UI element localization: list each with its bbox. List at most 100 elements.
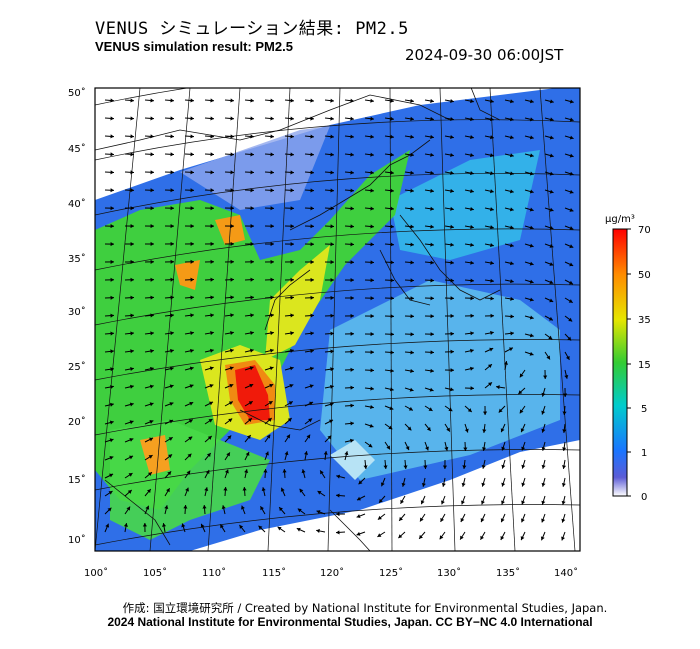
wind-arrow-head — [450, 368, 454, 373]
wind-arrow-head — [269, 348, 274, 353]
wind-arrow-head — [379, 498, 383, 503]
wind-arrow-head — [310, 206, 314, 211]
wind-arrow-head — [230, 206, 234, 211]
wind-arrow-head — [389, 406, 394, 411]
wind-arrow-head — [386, 445, 391, 450]
wind-arrow-head — [269, 383, 274, 388]
wind-arrow-head — [270, 188, 274, 193]
wind-arrow-head — [541, 410, 546, 415]
wind-arrow-head — [170, 188, 174, 193]
wind-arrow-head — [228, 418, 233, 423]
wind-arrow-head — [241, 505, 245, 510]
wind-arrow-head — [169, 402, 174, 406]
lon-tick-label: 115˚ — [262, 567, 286, 579]
wind-arrow-head — [249, 366, 254, 371]
wind-arrow-head — [390, 206, 394, 211]
wind-arrow-head — [510, 331, 514, 336]
wind-arrow-head — [190, 313, 194, 318]
wind-arrow-head — [461, 482, 466, 487]
wind-arrow-head — [344, 451, 349, 456]
wind-arrow-head — [210, 241, 214, 247]
wind-arrow-head — [130, 241, 134, 247]
wind-arrow-head — [408, 406, 413, 411]
wind-arrow-head — [129, 437, 134, 442]
wind-arrow-head — [210, 188, 214, 193]
wind-arrow-head — [150, 98, 154, 103]
wind-arrow-head — [500, 428, 505, 433]
wind-arrow-head — [210, 152, 214, 157]
wind-arrow-head — [498, 408, 503, 413]
wind-arrow-head — [190, 116, 194, 121]
wind-arrow-head — [290, 98, 294, 103]
wind-arrow-head — [470, 224, 474, 229]
wind-arrow-head — [390, 332, 394, 337]
wind-arrow-head — [390, 188, 394, 193]
wind-arrow-head — [529, 279, 534, 284]
wind-arrow-head — [569, 226, 574, 230]
wind-arrow-head — [442, 465, 448, 469]
wind-arrow-head — [403, 465, 408, 469]
wind-arrow-head — [110, 367, 114, 372]
wind-arrow-head — [503, 361, 508, 365]
wind-arrow-head — [390, 98, 394, 103]
wind-arrow-head — [290, 331, 294, 336]
wind-arrow-head — [410, 116, 414, 121]
wind-arrow-head — [470, 260, 474, 265]
wind-arrow-head — [167, 471, 172, 476]
wind-arrow-head — [170, 98, 174, 103]
lat-tick-label: 20˚ — [68, 416, 86, 428]
wind-arrow-head — [441, 483, 446, 487]
wind-arrow-head — [270, 313, 274, 318]
wind-arrow-head — [390, 116, 394, 121]
wind-arrow-head — [569, 117, 574, 122]
wind-arrow-head — [270, 170, 274, 175]
wind-arrow-head — [350, 206, 354, 211]
wind-arrow-head — [110, 116, 114, 121]
wind-arrow-head — [270, 206, 274, 211]
wind-arrow-head — [149, 402, 154, 407]
wind-arrow-head — [420, 500, 425, 505]
wind-arrow-head — [450, 116, 454, 122]
wind-arrow-head — [289, 366, 294, 371]
title-japanese: VENUS シミュレーション結果: PM2.5 — [95, 19, 409, 39]
wind-arrow-head — [350, 116, 354, 121]
wind-arrow-head — [189, 384, 194, 389]
wind-arrow-head — [230, 277, 234, 282]
wind-arrow-head — [170, 277, 174, 282]
wind-arrow-head — [290, 242, 294, 247]
wind-arrow-head — [310, 98, 314, 103]
wind-arrow-head — [230, 313, 234, 318]
lon-tick-label: 105˚ — [143, 567, 167, 579]
wind-arrow-head — [150, 206, 154, 211]
wind-arrow-head — [130, 366, 134, 372]
lat-tick-label: 40˚ — [68, 198, 86, 210]
wind-arrow-head — [501, 446, 506, 451]
lon-tick-label: 125˚ — [379, 567, 403, 579]
wind-arrow-head — [263, 469, 268, 473]
wind-arrow-head — [450, 206, 454, 211]
lat-tick-label: 45˚ — [68, 143, 86, 155]
wind-arrow-head — [430, 350, 434, 355]
wind-arrow-head — [316, 528, 320, 533]
wind-arrow-head — [229, 383, 234, 388]
wind-arrow-head — [230, 152, 234, 157]
wind-arrow-head — [405, 446, 410, 451]
wind-arrow-head — [170, 170, 174, 175]
wind-arrow-head — [230, 223, 234, 229]
wind-arrow-head — [429, 387, 434, 392]
wind-arrow-head — [250, 134, 254, 139]
wind-arrow-head — [170, 348, 174, 353]
wind-arrow-head — [490, 278, 494, 283]
wind-arrow-head — [150, 366, 154, 371]
wind-arrow-head — [266, 434, 271, 439]
wind-arrow-head — [350, 134, 354, 139]
wind-arrow-head — [409, 387, 414, 392]
wind-arrow-head — [421, 483, 426, 487]
wind-arrow-head — [350, 224, 354, 229]
wind-arrow-head — [290, 348, 294, 353]
wind-arrow-head — [169, 366, 174, 371]
wind-arrow-head — [130, 295, 134, 300]
wind-arrow-head — [150, 152, 154, 157]
wind-arrow-head — [280, 487, 285, 492]
wind-arrow-head — [330, 242, 334, 247]
